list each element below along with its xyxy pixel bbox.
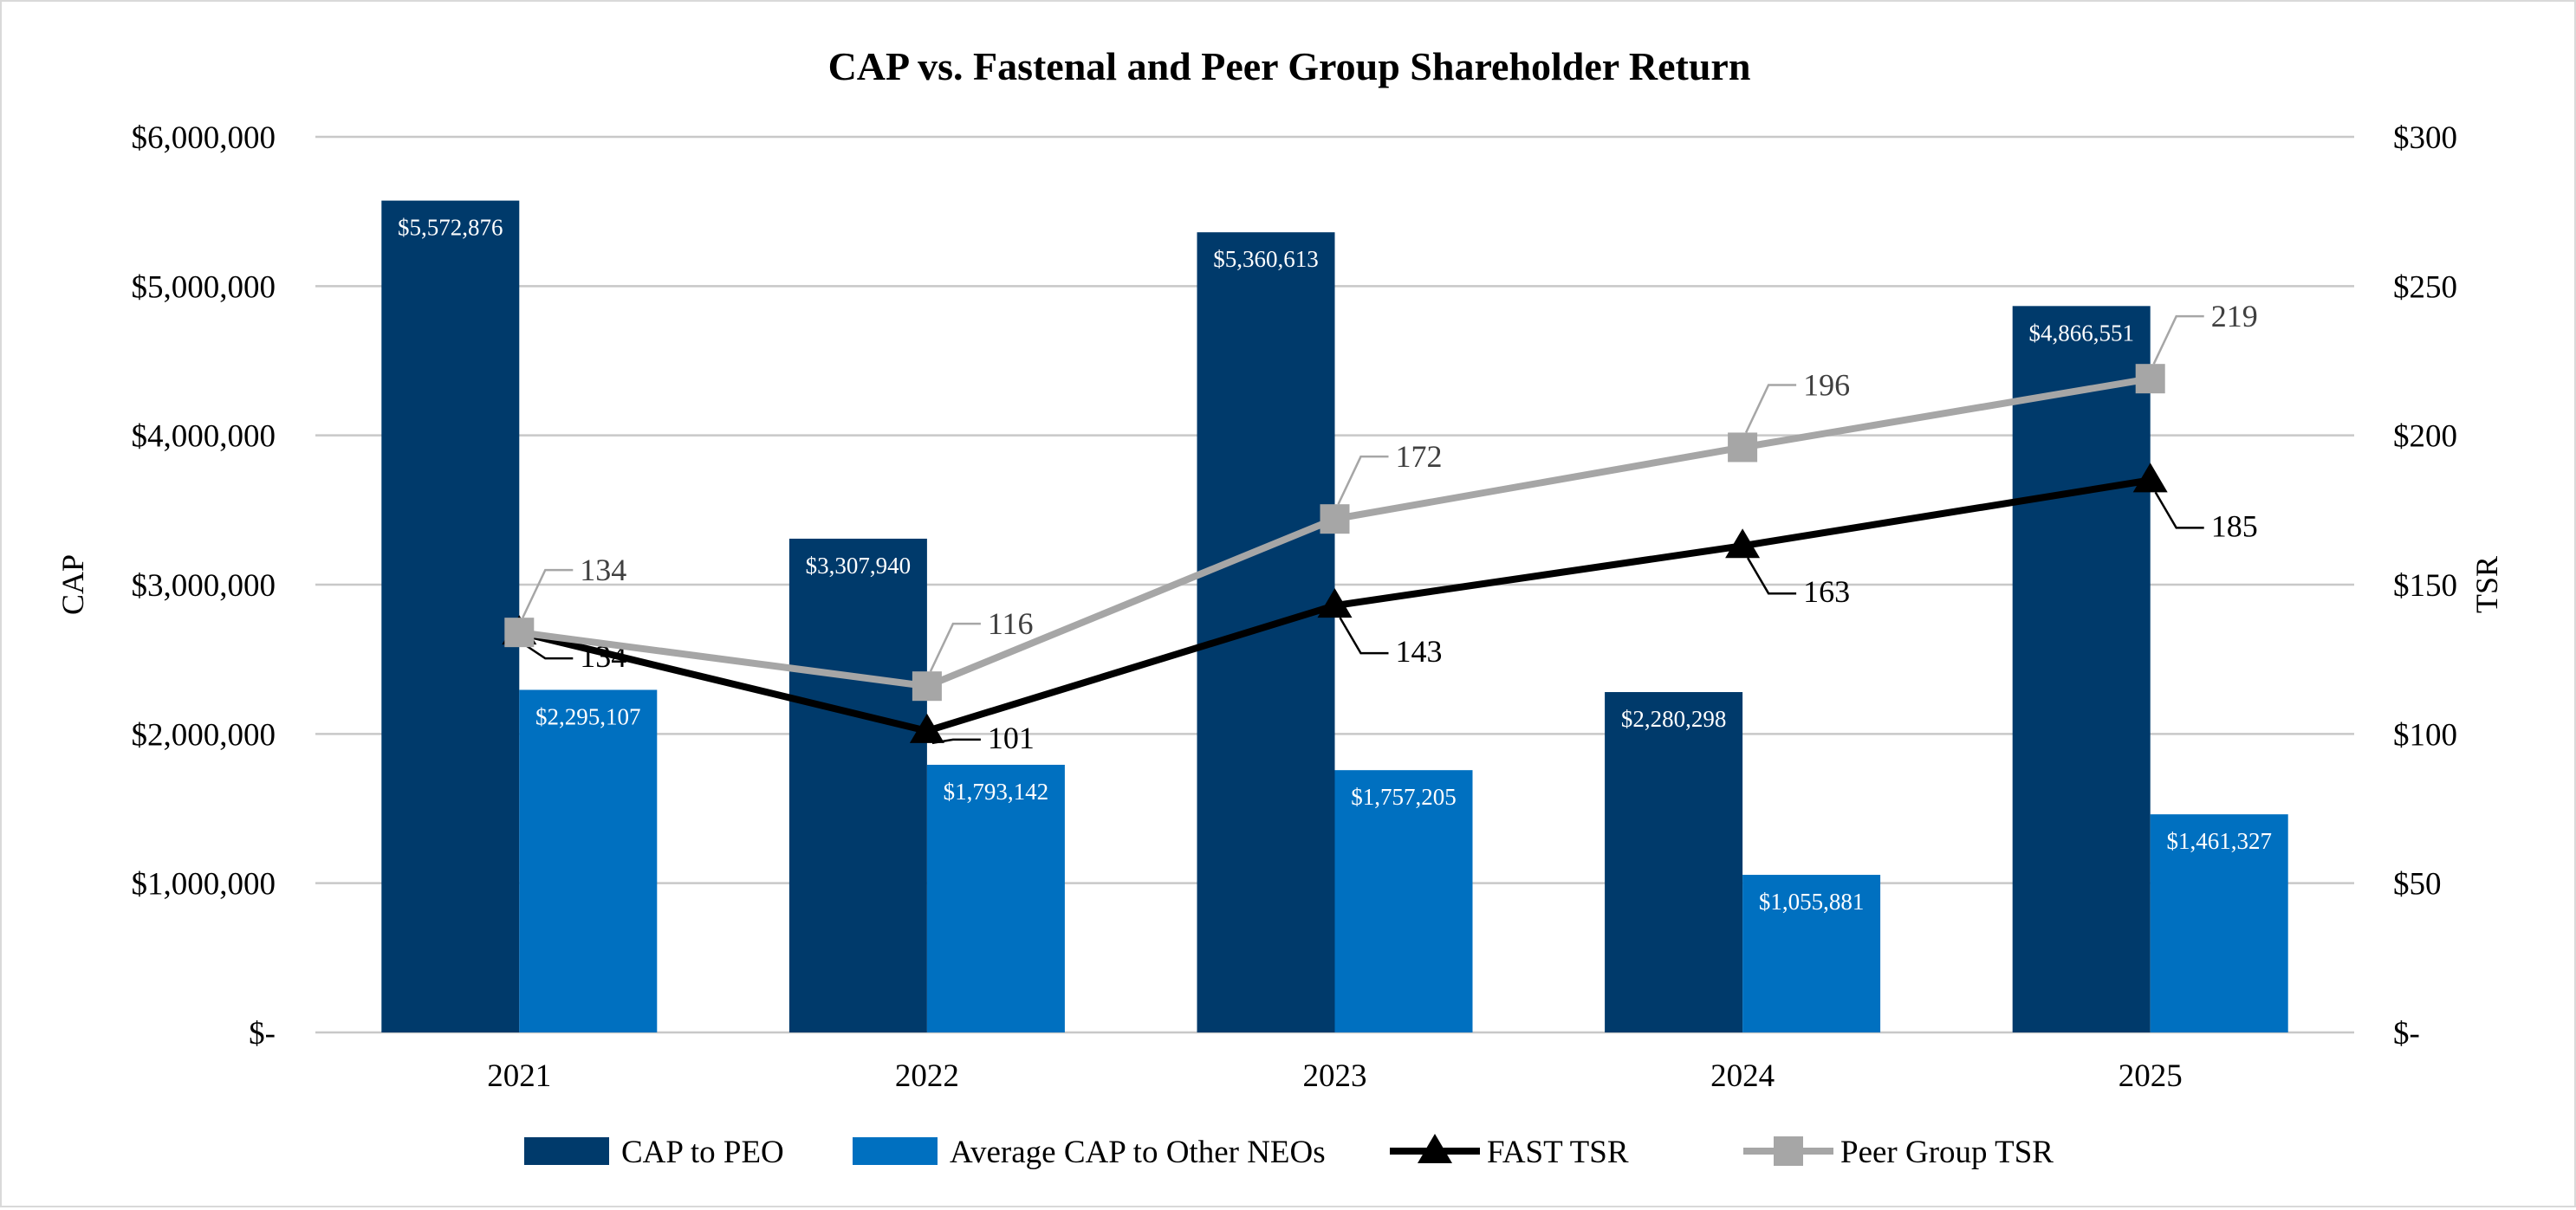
y-tick-label: $5,000,000	[132, 269, 276, 305]
marker-square	[912, 671, 942, 702]
legend-swatch	[524, 1137, 609, 1165]
legend-marker-triangle	[1418, 1134, 1452, 1163]
bar-cap-other-neos	[2150, 814, 2288, 1032]
y-tick-label: $1,000,000	[132, 867, 276, 903]
leader-line	[2152, 314, 2204, 365]
leader-line	[1744, 384, 1797, 433]
marker-square	[1320, 504, 1350, 534]
y2-tick-label: $250	[2393, 269, 2457, 305]
y2-tick-label: $200	[2393, 419, 2457, 455]
bar-data-label: $3,307,940	[806, 553, 912, 579]
bar-cap-peo	[2012, 306, 2151, 1032]
y-tick-label: $4,000,000	[132, 419, 276, 455]
chart-title: CAP vs. Fastenal and Peer Group Sharehol…	[828, 44, 1751, 88]
leader-line	[1339, 617, 1389, 655]
bar-data-label: $1,793,142	[944, 779, 1049, 805]
legend-item-peer-group-tsr: Peer Group TSR	[1743, 1135, 2054, 1170]
marker-triangle	[1725, 528, 1761, 559]
bar-cap-other-neos	[1742, 875, 1881, 1032]
peer-tsr-data-label: 219	[2211, 299, 2258, 333]
bar-data-label: $1,757,205	[1351, 784, 1457, 810]
marker-square	[2135, 364, 2165, 394]
bar-data-label: $5,360,613	[1213, 246, 1319, 272]
y-axis-label: CAP	[55, 554, 90, 615]
fast-tsr-data-label: 185	[2211, 508, 2258, 543]
bar-cap-other-neos	[519, 689, 658, 1032]
marker-triangle	[1317, 588, 1353, 618]
marker-triangle	[909, 713, 944, 743]
legend-item-cap-peo: CAP to PEO	[524, 1135, 784, 1170]
fast-tsr-data-label: 163	[1803, 574, 1850, 609]
bar-data-label: $1,055,881	[1759, 889, 1865, 915]
legend-label: FAST TSR	[1487, 1135, 1629, 1170]
peer-tsr-data-label: 116	[988, 606, 1034, 641]
legend-marker-square	[1774, 1136, 1803, 1166]
y2-tick-label: $100	[2393, 717, 2457, 753]
bar-cap-other-neos	[926, 764, 1065, 1032]
leader-line	[1747, 557, 1797, 595]
y2-tick-label: $150	[2393, 568, 2457, 604]
bars: $5,572,876 $2,295,107 $3,307,940 $1,793,142…	[381, 200, 2288, 1033]
legend-item-cap-other-neos: Average CAP to Other NEOs	[853, 1135, 1326, 1170]
leader-line	[931, 738, 981, 745]
y2-tick-label: $300	[2393, 120, 2457, 156]
bar-cap-peo	[788, 538, 927, 1032]
x-tick-label: 2023	[1303, 1058, 1367, 1094]
leader-line	[2154, 491, 2204, 529]
right-axis-ticks: $- $50 $100 $150 $200 $250 $300	[2393, 120, 2457, 1051]
bar-data-label: $2,295,107	[535, 703, 641, 729]
y2-tick-label: $-	[2393, 1016, 2420, 1051]
legend: CAP to PEO Average CAP to Other NEOs FAST …	[524, 1134, 2054, 1170]
marker-square	[504, 618, 535, 648]
bar-data-label: $2,280,298	[1621, 706, 1727, 732]
leader-line	[523, 644, 574, 660]
leader-line	[929, 622, 981, 672]
fast-tsr-data-label: 143	[1396, 634, 1443, 669]
legend-label: CAP to PEO	[621, 1135, 784, 1170]
bar-data-label: $4,866,551	[2028, 320, 2134, 346]
y-tick-label: $-	[249, 1016, 276, 1051]
peer-tsr-data-label: 172	[1396, 439, 1443, 474]
bar-data-label: $5,572,876	[398, 215, 503, 241]
x-tick-label: 2024	[1710, 1058, 1775, 1094]
x-tick-label: 2022	[895, 1058, 959, 1094]
peer-tsr-data-label: 196	[1803, 367, 1850, 402]
legend-item-fast-tsr: FAST TSR	[1390, 1134, 1629, 1170]
y-tick-label: $2,000,000	[132, 717, 276, 753]
legend-swatch	[853, 1137, 938, 1165]
bar-cap-peo	[1197, 232, 1335, 1032]
left-axis-ticks: $- $1,000,000 $2,000,000 $3,000,000 $4,000,0…	[132, 120, 276, 1051]
legend-label: Average CAP to Other NEOs	[950, 1135, 1326, 1170]
peer-tsr-data-label: 134	[580, 553, 626, 587]
bar-cap-peo	[1605, 692, 1743, 1032]
y-tick-label: $3,000,000	[132, 568, 276, 604]
leader-line	[522, 568, 574, 618]
bar-cap-other-neos	[1334, 770, 1473, 1032]
y2-tick-label: $50	[2393, 867, 2442, 903]
leader-line	[1337, 455, 1389, 505]
x-tick-label: 2021	[487, 1058, 551, 1094]
fast-tsr-data-label: 101	[988, 721, 1035, 755]
bar-cap-peo	[381, 200, 520, 1033]
x-tick-label: 2025	[2119, 1058, 2183, 1094]
marker-triangle	[2132, 463, 2168, 493]
x-axis-ticks: 2021 2022 2023 2024 2025	[487, 1058, 2182, 1094]
marker-square	[1728, 432, 1758, 463]
bar-data-label: $1,461,327	[2166, 828, 2272, 854]
y-tick-label: $6,000,000	[132, 120, 276, 156]
legend-label: Peer Group TSR	[1840, 1135, 2054, 1170]
y2-axis-label: TSR	[2469, 556, 2504, 613]
